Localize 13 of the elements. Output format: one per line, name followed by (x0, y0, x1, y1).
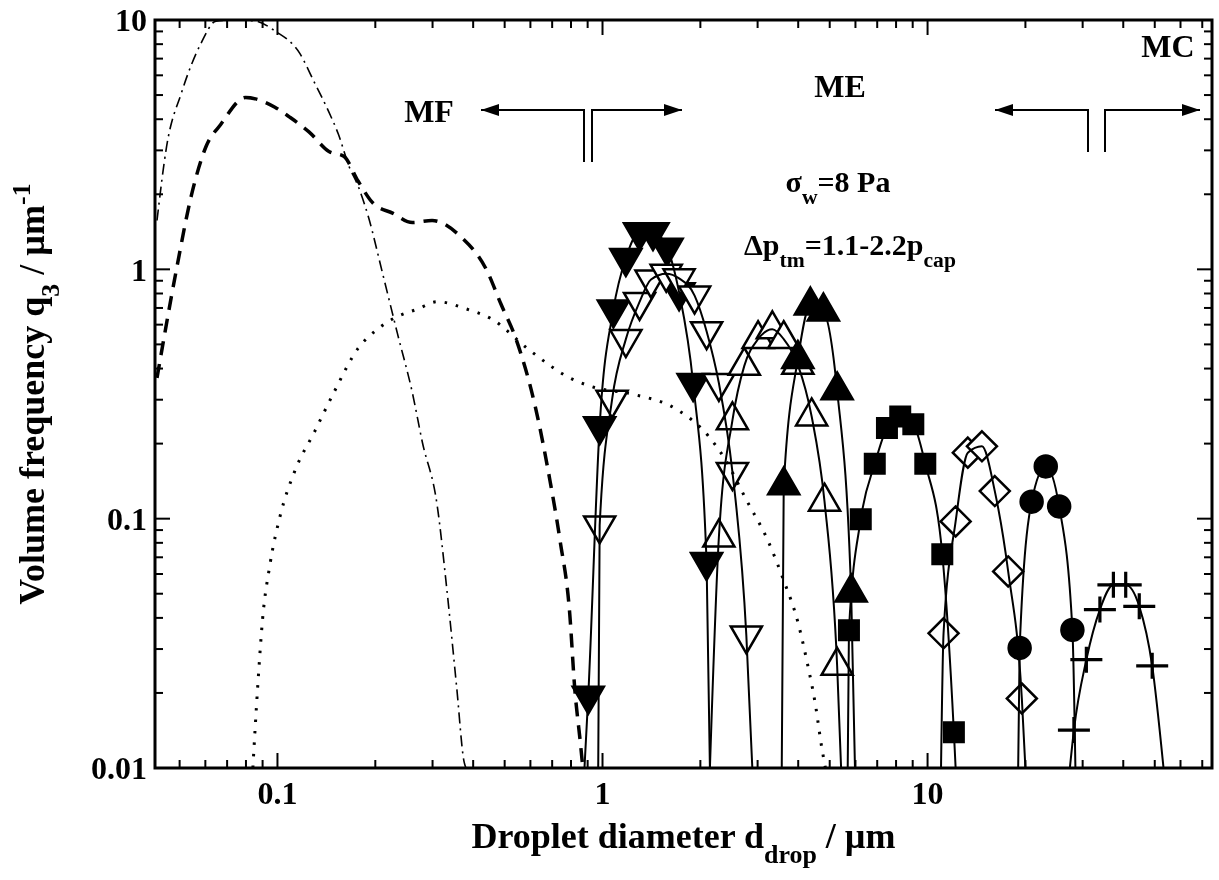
y-tick-label: 0.1 (107, 500, 147, 537)
y-tick-label: 0.01 (91, 750, 147, 787)
annotation: σ$_{w}$=8 Pa (785, 165, 891, 209)
annotation: ME (814, 68, 866, 104)
x-tick-label: 1 (594, 775, 611, 811)
annotation: MF (404, 93, 454, 129)
x-tick-label: 10 (911, 775, 944, 811)
x-axis-title: Droplet diameter d$_{drop}$ / µm (471, 816, 896, 869)
y-tick-label: 1 (131, 251, 147, 288)
x-tick-label: 0.1 (257, 775, 298, 811)
y-tick-label: 10 (115, 2, 147, 39)
annotation: Δp$_{tm}$=1.1-2.2p$_{cap}$ (744, 228, 956, 272)
annotation: MC (1141, 28, 1195, 64)
